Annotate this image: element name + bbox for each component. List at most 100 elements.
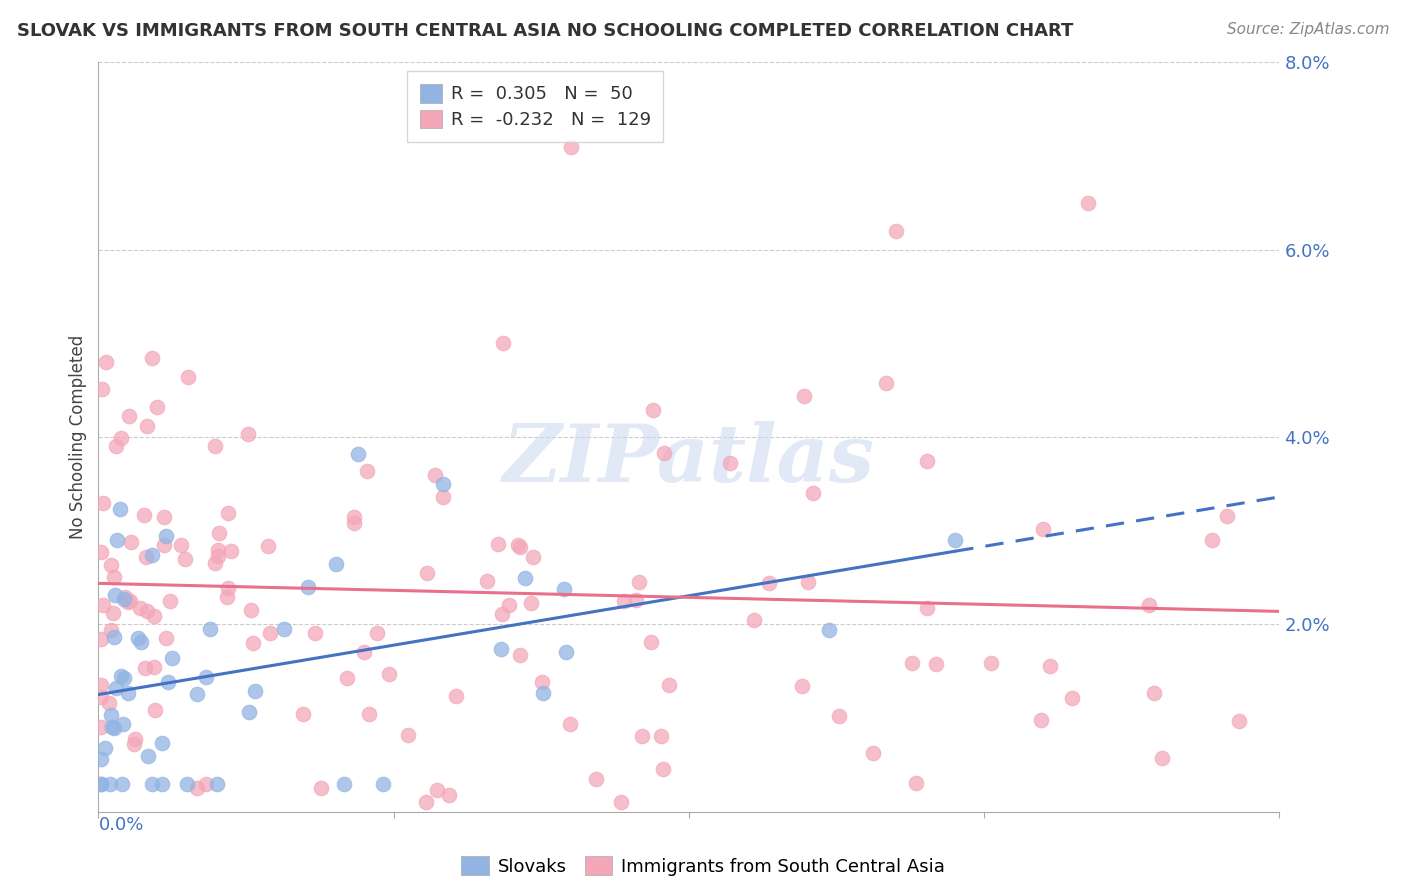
- Point: [207, 776, 229, 791]
- Point: [943, 533, 966, 547]
- Point: [498, 598, 520, 612]
- Point: [257, 539, 280, 553]
- Point: [132, 508, 155, 522]
- Point: [217, 506, 239, 520]
- Point: [585, 772, 607, 787]
- Point: [103, 570, 125, 584]
- Point: [90, 776, 112, 791]
- Point: [818, 623, 841, 637]
- Point: [533, 686, 555, 700]
- Point: [651, 762, 673, 776]
- Point: [112, 591, 135, 606]
- Point: [215, 591, 238, 605]
- Point: [862, 746, 884, 760]
- Point: [117, 595, 139, 609]
- Point: [219, 544, 242, 558]
- Point: [506, 538, 529, 552]
- Point: [630, 729, 652, 743]
- Point: [492, 335, 515, 350]
- Point: [186, 687, 208, 701]
- Point: [297, 580, 319, 594]
- Point: [1216, 508, 1239, 523]
- Point: [90, 776, 112, 791]
- Point: [371, 776, 394, 791]
- Point: [101, 720, 124, 734]
- Point: [875, 376, 897, 390]
- Point: [120, 534, 142, 549]
- Point: [925, 657, 948, 671]
- Point: [242, 636, 264, 650]
- Point: [143, 702, 166, 716]
- Point: [378, 666, 401, 681]
- Point: [652, 446, 675, 460]
- Point: [292, 706, 315, 721]
- Point: [103, 721, 125, 735]
- Legend: Slovaks, Immigrants from South Central Asia: Slovaks, Immigrants from South Central A…: [454, 849, 952, 883]
- Point: [90, 678, 112, 692]
- Point: [758, 576, 780, 591]
- Point: [105, 533, 128, 547]
- Point: [146, 400, 169, 414]
- Point: [142, 660, 165, 674]
- Point: [127, 631, 149, 645]
- Point: [509, 540, 531, 554]
- Point: [176, 776, 198, 791]
- Point: [157, 675, 180, 690]
- Point: [273, 622, 295, 636]
- Point: [828, 708, 851, 723]
- Point: [194, 777, 217, 791]
- Point: [343, 510, 366, 524]
- Point: [915, 454, 938, 468]
- Legend: R =  0.305   N =  50, R =  -0.232   N =  129: R = 0.305 N = 50, R = -0.232 N = 129: [408, 71, 664, 142]
- Point: [325, 557, 347, 571]
- Point: [238, 426, 260, 441]
- Point: [1060, 690, 1083, 705]
- Point: [353, 645, 375, 659]
- Point: [111, 776, 134, 791]
- Point: [415, 796, 437, 810]
- Point: [522, 550, 544, 565]
- Point: [626, 592, 648, 607]
- Point: [104, 439, 127, 453]
- Text: Source: ZipAtlas.com: Source: ZipAtlas.com: [1226, 22, 1389, 37]
- Point: [90, 752, 112, 766]
- Point: [643, 403, 665, 417]
- Point: [259, 626, 281, 640]
- Point: [90, 382, 112, 396]
- Point: [100, 558, 122, 573]
- Point: [530, 675, 553, 690]
- Point: [135, 604, 157, 618]
- Point: [884, 224, 907, 238]
- Text: SLOVAK VS IMMIGRANTS FROM SOUTH CENTRAL ASIA NO SCHOOLING COMPLETED CORRELATION : SLOVAK VS IMMIGRANTS FROM SOUTH CENTRAL …: [17, 22, 1073, 40]
- Point: [343, 516, 366, 530]
- Point: [304, 626, 326, 640]
- Point: [309, 780, 332, 795]
- Text: 0.0%: 0.0%: [98, 816, 143, 834]
- Point: [426, 782, 449, 797]
- Point: [658, 678, 681, 692]
- Point: [640, 635, 662, 649]
- Point: [240, 603, 263, 617]
- Point: [915, 601, 938, 615]
- Point: [100, 707, 122, 722]
- Point: [208, 525, 231, 540]
- Point: [1201, 533, 1223, 548]
- Point: [613, 594, 636, 608]
- Point: [128, 601, 150, 615]
- Point: [217, 581, 239, 595]
- Point: [1142, 686, 1164, 700]
- Point: [96, 355, 118, 369]
- Point: [114, 590, 136, 604]
- Point: [104, 681, 127, 695]
- Point: [110, 669, 132, 683]
- Point: [155, 529, 177, 543]
- Point: [1137, 598, 1160, 612]
- Point: [423, 467, 446, 482]
- Point: [1150, 750, 1173, 764]
- Point: [136, 419, 159, 434]
- Point: [103, 631, 125, 645]
- Point: [243, 684, 266, 698]
- Point: [475, 574, 498, 588]
- Point: [366, 626, 388, 640]
- Point: [152, 510, 174, 524]
